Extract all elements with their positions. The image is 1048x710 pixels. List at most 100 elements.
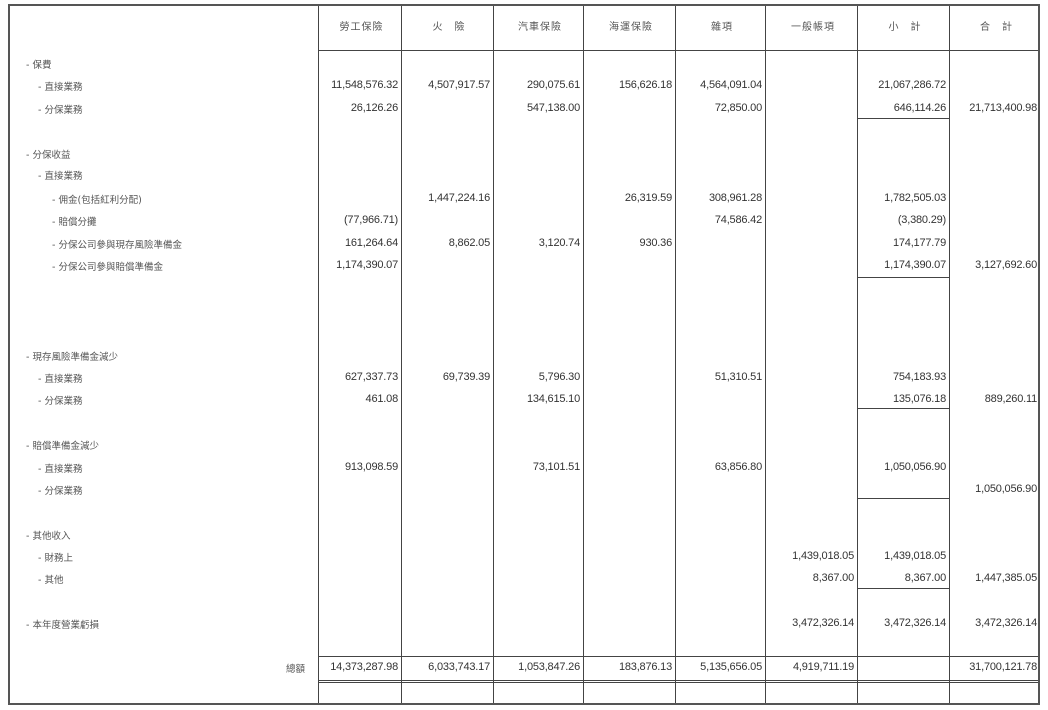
total-value: 4,919,711.19 bbox=[792, 661, 854, 673]
row-label: - 其他 bbox=[38, 575, 64, 586]
row-label: - 分保公司參與賠償準備金 bbox=[52, 262, 163, 273]
row-label: - 直接業務 bbox=[38, 171, 83, 182]
cell-value: 135,076.18 bbox=[892, 393, 946, 405]
total-value: 14,373,287.98 bbox=[330, 661, 398, 673]
column-divider bbox=[675, 6, 676, 703]
row-label: - 本年度營業虧損 bbox=[26, 620, 99, 631]
row-label: - 直接業務 bbox=[38, 82, 83, 93]
cell-value: 21,067,286.72 bbox=[878, 79, 946, 91]
cell-value: 174,177.79 bbox=[892, 237, 946, 249]
cell-value: 4,564,091.04 bbox=[700, 79, 762, 91]
subtotal-divider bbox=[857, 277, 949, 278]
totals-label: 總額 bbox=[286, 664, 306, 675]
row-label: - 分保業務 bbox=[38, 396, 83, 407]
cell-value: 308,961.28 bbox=[708, 192, 762, 204]
cell-value: 1,174,390.07 bbox=[336, 259, 398, 271]
cell-value: 1,439,018.05 bbox=[792, 550, 854, 562]
cell-value: 5,796.30 bbox=[538, 371, 580, 383]
cell-value: 1,439,018.05 bbox=[884, 550, 946, 562]
row-label: - 直接業務 bbox=[38, 464, 83, 475]
cell-value: 51,310.51 bbox=[714, 371, 762, 383]
cell-value: 3,472,326.14 bbox=[975, 617, 1037, 629]
totals-bottom-divider bbox=[318, 680, 1038, 683]
cell-value: 913,098.59 bbox=[344, 461, 398, 473]
cell-value: 11,548,576.32 bbox=[331, 79, 398, 91]
cell-value: 930.36 bbox=[639, 237, 673, 249]
subtotal-divider bbox=[857, 498, 949, 499]
cell-value: 26,126.26 bbox=[350, 102, 398, 114]
cell-value: 4,507,917.57 bbox=[428, 79, 490, 91]
cell-value: 1,447,224.16 bbox=[428, 192, 490, 204]
total-value: 183,876.13 bbox=[618, 661, 672, 673]
cell-value: 547,138.00 bbox=[526, 102, 580, 114]
cell-value: 134,615.10 bbox=[526, 393, 580, 405]
cell-value: 754,183.93 bbox=[892, 371, 946, 383]
cell-value: 889,260.11 bbox=[984, 393, 1037, 405]
row-label: - 分保收益 bbox=[26, 150, 71, 161]
row-label: - 分保業務 bbox=[38, 486, 83, 497]
column-divider bbox=[318, 6, 319, 703]
total-value: 31,700,121.78 bbox=[969, 661, 1037, 673]
column-header: 火 險 bbox=[432, 22, 466, 33]
cell-value: 1,050,056.90 bbox=[975, 483, 1037, 495]
column-header: 雜項 bbox=[711, 22, 733, 33]
subtotal-divider bbox=[857, 408, 949, 409]
cell-value: (3,380.29) bbox=[897, 214, 946, 226]
column-header: 勞工保險 bbox=[339, 22, 384, 33]
cell-value: 21,713,400.98 bbox=[969, 102, 1037, 114]
cell-value: 63,856.80 bbox=[714, 461, 762, 473]
column-divider bbox=[401, 6, 402, 703]
column-divider bbox=[949, 6, 950, 703]
total-value: 6,033,743.17 bbox=[428, 661, 490, 673]
column-divider bbox=[583, 6, 584, 703]
column-divider bbox=[765, 6, 766, 703]
row-label: - 賠償準備金減少 bbox=[26, 441, 99, 452]
cell-value: 290,075.61 bbox=[526, 79, 580, 91]
total-value: 1,053,847.26 bbox=[518, 661, 580, 673]
cell-value: 72,850.00 bbox=[714, 102, 762, 114]
row-label: - 財務上 bbox=[38, 553, 73, 564]
row-label: - 分保業務 bbox=[38, 105, 83, 116]
cell-value: 8,367.00 bbox=[904, 572, 946, 584]
row-label: - 佣金(包括紅利分配) bbox=[52, 195, 142, 206]
row-label: - 其他收入 bbox=[26, 531, 71, 542]
cell-value: 73,101.51 bbox=[532, 461, 580, 473]
cell-value: 26,319.59 bbox=[624, 192, 672, 204]
cell-value: 156,626.18 bbox=[618, 79, 672, 91]
column-header: 海運保險 bbox=[609, 22, 653, 33]
column-divider bbox=[857, 6, 858, 703]
subtotal-divider bbox=[857, 588, 949, 589]
cell-value: 8,862.05 bbox=[448, 237, 490, 249]
cell-value: 69,739.39 bbox=[442, 371, 490, 383]
cell-value: 461.08 bbox=[365, 393, 399, 405]
row-label: - 保費 bbox=[26, 60, 52, 71]
financial-statement-table: 勞工保險 火 險 汽車保險 海運保險 雜項 一般帳項 小 計 合 計 - 保費 - 直接業務 11,… bbox=[8, 4, 1040, 705]
column-header: 小 計 bbox=[888, 22, 922, 33]
column-header: 汽車保險 bbox=[518, 22, 562, 33]
cell-value: 1,447,385.05 bbox=[975, 572, 1037, 584]
cell-value: 1,174,390.07 bbox=[884, 259, 946, 271]
cell-value: 3,120.74 bbox=[538, 237, 580, 249]
row-label: - 分保公司參與現存風險準備金 bbox=[52, 240, 182, 251]
cell-value: 8,367.00 bbox=[812, 572, 854, 584]
column-divider bbox=[493, 6, 494, 703]
cell-value: 74,586.42 bbox=[714, 214, 762, 226]
totals-top-divider bbox=[318, 656, 1038, 657]
cell-value: 1,782,505.03 bbox=[884, 192, 946, 204]
cell-value: 646,114.26 bbox=[893, 102, 946, 114]
cell-value: 3,472,326.14 bbox=[792, 617, 854, 629]
row-label: - 直接業務 bbox=[38, 374, 83, 385]
cell-value: 161,264.64 bbox=[344, 237, 398, 249]
cell-value: 627,337.73 bbox=[344, 371, 398, 383]
total-value: 5,135,656.05 bbox=[700, 661, 762, 673]
subtotal-divider bbox=[857, 118, 949, 119]
cell-value: 3,127,692.60 bbox=[975, 259, 1037, 271]
header-divider bbox=[318, 50, 1038, 51]
cell-value: 3,472,326.14 bbox=[884, 617, 946, 629]
column-header: 合 計 bbox=[980, 22, 1013, 33]
row-label: - 賠償分攤 bbox=[52, 217, 97, 228]
cell-value: (77,966.71) bbox=[343, 214, 398, 226]
column-header: 一般帳項 bbox=[791, 22, 835, 33]
row-label: - 現存風險準備金減少 bbox=[26, 352, 118, 363]
cell-value: 1,050,056.90 bbox=[884, 461, 946, 473]
